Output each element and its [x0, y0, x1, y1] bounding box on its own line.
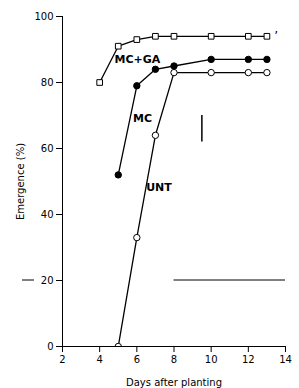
svg-text:’: ’: [274, 29, 278, 43]
svg-text:20: 20: [41, 275, 54, 286]
svg-text:4: 4: [96, 354, 102, 365]
svg-text:Emergence (%): Emergence (%): [15, 143, 26, 220]
svg-text:14: 14: [279, 354, 292, 365]
svg-text:MC: MC: [133, 112, 152, 125]
svg-text:Days after planting: Days after planting: [126, 377, 222, 388]
svg-text:0: 0: [47, 341, 53, 352]
svg-text:40: 40: [41, 209, 54, 220]
svg-text:100: 100: [34, 11, 53, 22]
svg-text:6: 6: [134, 354, 140, 365]
svg-text:80: 80: [41, 77, 54, 88]
svg-text:UNT: UNT: [146, 181, 172, 194]
svg-text:12: 12: [242, 354, 255, 365]
svg-text:8: 8: [171, 354, 177, 365]
svg-text:MC+GA: MC+GA: [115, 53, 161, 66]
svg-text:60: 60: [41, 143, 54, 154]
svg-text:2: 2: [59, 354, 65, 365]
svg-text:10: 10: [205, 354, 218, 365]
